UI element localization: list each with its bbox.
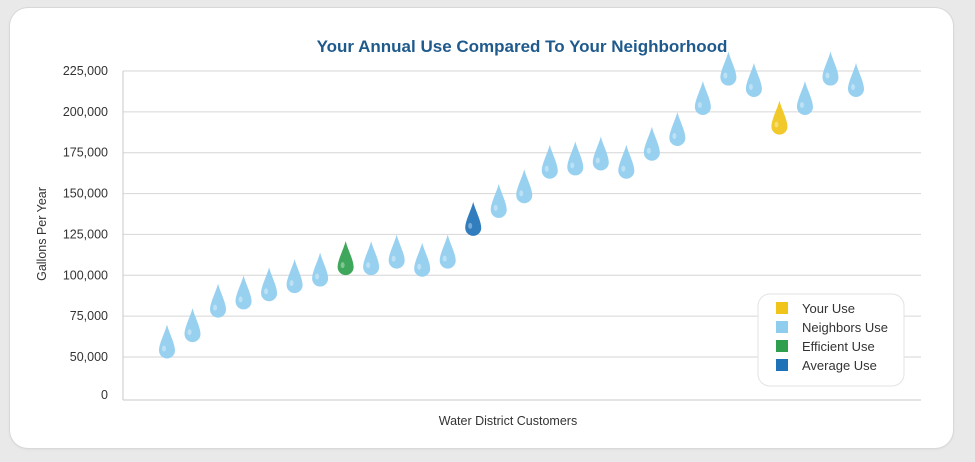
- drop-highlight: [544, 165, 549, 172]
- legend-label: Neighbors Use: [802, 320, 888, 335]
- y-axis-ticks: 0 50,000 75,000 100,000 125,000 150,000 175,00…: [63, 64, 108, 402]
- drop-neighbors-use: [643, 126, 660, 161]
- drop-highlight: [366, 262, 371, 269]
- drop-highlight: [774, 121, 779, 128]
- drop-highlight: [646, 147, 651, 154]
- drop-neighbors-use: [516, 169, 533, 204]
- legend-label: Your Use: [802, 301, 855, 316]
- chart-card: Your Annual Use Compared To Your Neighbo…: [10, 8, 953, 448]
- drop-highlight: [187, 329, 192, 336]
- usage-chart: Your Annual Use Compared To Your Neighbo…: [35, 37, 921, 428]
- drop-neighbors-use: [312, 252, 329, 287]
- drop-average-use: [465, 201, 482, 236]
- drop-highlight: [315, 273, 320, 280]
- drop-highlight: [162, 345, 166, 352]
- drop-highlight: [468, 222, 473, 229]
- drop-highlight: [340, 262, 345, 269]
- drop-highlight: [672, 133, 677, 140]
- y-tick-label: 175,000: [63, 146, 108, 160]
- legend-swatch: [776, 359, 788, 371]
- y-tick-label: 225,000: [63, 64, 108, 78]
- drop-neighbors-use: [848, 62, 864, 97]
- drop-neighbors-use: [694, 80, 711, 115]
- drop-neighbors-use: [541, 144, 558, 179]
- drop-highlight: [595, 157, 600, 164]
- drop-neighbors-use: [210, 283, 227, 318]
- drop-neighbors-use: [439, 234, 456, 269]
- legend-label: Average Use: [802, 358, 877, 373]
- legend: Your Use Neighbors Use Efficient Use Averag…: [757, 293, 905, 387]
- y-tick-label: 200,000: [63, 105, 108, 119]
- drop-neighbors-use: [669, 112, 686, 147]
- drop-highlight: [723, 72, 728, 79]
- drop-neighbors-use: [261, 267, 278, 302]
- drop-highlight: [697, 101, 702, 108]
- drop-highlight: [851, 83, 855, 90]
- data-drops: [159, 51, 864, 359]
- drop-highlight: [238, 296, 243, 303]
- drop-neighbors-use: [592, 136, 609, 171]
- legend-label: Efficient Use: [802, 339, 875, 354]
- drop-neighbors-use: [414, 242, 431, 277]
- drop-highlight: [289, 280, 294, 287]
- chart-title: Your Annual Use Compared To Your Neighbo…: [317, 37, 728, 56]
- drop-highlight: [493, 204, 498, 211]
- drop-highlight: [519, 190, 524, 197]
- drop-neighbors-use: [745, 62, 762, 97]
- drop-highlight: [213, 304, 218, 311]
- drop-highlight: [264, 288, 269, 295]
- drop-neighbors-use: [286, 259, 303, 294]
- drop-highlight: [442, 255, 447, 262]
- x-axis-label: Water District Customers: [439, 414, 577, 428]
- y-tick-label: 0: [101, 388, 108, 402]
- drop-highlight: [621, 165, 626, 172]
- drop-neighbors-use: [363, 241, 380, 276]
- y-tick-label: 125,000: [63, 227, 108, 241]
- drop-neighbors-use: [159, 324, 175, 359]
- drop-neighbors-use: [796, 80, 813, 115]
- drop-your-use: [771, 100, 788, 135]
- legend-swatch: [776, 321, 788, 333]
- legend-box: [757, 293, 905, 387]
- drop-highlight: [570, 162, 575, 169]
- legend-swatch: [776, 340, 788, 352]
- drop-highlight: [825, 72, 830, 79]
- drop-highlight: [417, 263, 422, 270]
- legend-swatch: [776, 302, 788, 314]
- drop-neighbors-use: [490, 183, 507, 218]
- y-tick-label: 50,000: [70, 350, 108, 364]
- drop-neighbors-use: [822, 51, 839, 86]
- y-axis-label: Gallons Per Year: [35, 187, 49, 281]
- drop-highlight: [391, 255, 396, 262]
- y-tick-label: 100,000: [63, 268, 108, 282]
- y-tick-label: 150,000: [63, 187, 108, 201]
- drop-neighbors-use: [618, 144, 635, 179]
- drop-highlight: [799, 101, 804, 108]
- drop-efficient-use: [337, 241, 354, 276]
- drop-neighbors-use: [184, 308, 201, 343]
- drop-neighbors-use: [720, 51, 737, 86]
- drop-neighbors-use: [235, 275, 252, 310]
- y-tick-label: 75,000: [70, 309, 108, 323]
- drop-highlight: [748, 83, 753, 90]
- drop-neighbors-use: [567, 141, 584, 176]
- drop-neighbors-use: [388, 234, 405, 269]
